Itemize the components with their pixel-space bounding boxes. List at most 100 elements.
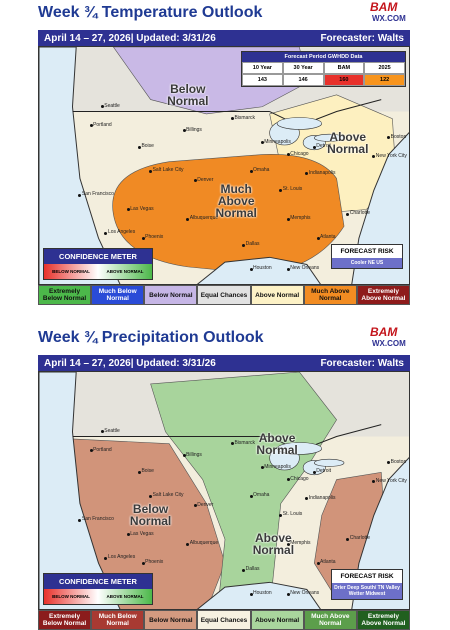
forecast-risk-text: Cooler NE US bbox=[332, 258, 402, 268]
table-cell: BAM bbox=[323, 62, 365, 74]
city-dot bbox=[316, 561, 320, 565]
panel: Week ¾ Precipitation Outlook BAM WX.COM Apr… bbox=[0, 325, 450, 630]
city-label: Memphis bbox=[290, 215, 311, 222]
city-dot bbox=[230, 442, 234, 446]
city-label: Chicago bbox=[290, 475, 309, 482]
forecast-risk-text: Drier Deep South/ TN Valley Wetter Midwe… bbox=[332, 583, 402, 599]
table-cell: 30 Year bbox=[282, 62, 324, 74]
city-label: St. Louis bbox=[282, 186, 303, 193]
city-label: Dallas bbox=[245, 566, 260, 573]
city-label: Houston bbox=[253, 590, 272, 597]
city-dot bbox=[312, 470, 316, 474]
city-dot bbox=[149, 169, 153, 173]
dates: April 14 – 27, 2026| Updated: 3/31/26 bbox=[44, 32, 216, 44]
confidence-meter: CONFIDENCE METER BELOW NORMAL ABOVE NORMAL bbox=[43, 573, 153, 605]
city-dot bbox=[193, 179, 197, 183]
table-values: 143 146 160 122 bbox=[242, 74, 405, 86]
water bbox=[195, 257, 321, 284]
panel-title: Week ¾ Temperature Outlook bbox=[38, 4, 263, 21]
city-label: New York City bbox=[375, 477, 407, 484]
legend: Extremely Below Normal Much Below Normal B… bbox=[38, 285, 410, 305]
city-label: Detroit bbox=[316, 143, 331, 150]
city-dot bbox=[346, 537, 350, 541]
city-label: Salt Lake City bbox=[152, 492, 184, 499]
header-bar: April 14 – 27, 2026| Updated: 3/31/26 For… bbox=[38, 30, 410, 46]
city-label: Denver bbox=[197, 501, 214, 508]
city-dot bbox=[346, 212, 350, 216]
city-dot bbox=[182, 454, 186, 458]
forecaster: Forecaster: Walts bbox=[320, 357, 404, 369]
legend-item: Equal Chances bbox=[197, 610, 251, 630]
city-dot bbox=[141, 561, 145, 565]
city-label: Detroit bbox=[316, 468, 331, 475]
city-dot bbox=[104, 556, 108, 560]
confidence-label: ABOVE NORMAL bbox=[106, 594, 144, 599]
city-label: Omaha bbox=[253, 492, 270, 499]
region-label: Above Normal bbox=[252, 531, 295, 558]
city-dot bbox=[249, 267, 253, 271]
legend-item: Extremely Below Normal bbox=[38, 285, 92, 305]
forecast-risk: FORECAST RISK Cooler NE US bbox=[331, 244, 403, 269]
city-dot bbox=[230, 117, 234, 121]
confidence-label: BELOW NORMAL bbox=[52, 269, 90, 274]
legend-item: Extremely Above Normal bbox=[356, 285, 410, 305]
city-dot bbox=[89, 449, 93, 453]
table-title: Forecast Period GWHDD Data bbox=[242, 52, 405, 62]
city-dot bbox=[149, 494, 153, 498]
table-cell: 122 bbox=[364, 74, 405, 86]
city-label: Bismarck bbox=[234, 439, 255, 446]
city-dot bbox=[387, 136, 391, 140]
city-label: Minneapolis bbox=[264, 138, 291, 145]
city-dot bbox=[182, 129, 186, 133]
city-dot bbox=[78, 518, 82, 522]
city-dot bbox=[89, 124, 93, 128]
logo-sub: WX.COM bbox=[372, 14, 406, 23]
city-label: Indianapolis bbox=[308, 494, 336, 501]
table-cell: 2025 bbox=[364, 62, 405, 74]
city-label: San Francisco bbox=[81, 516, 114, 523]
city-label: Portland bbox=[93, 446, 112, 453]
city-label: Las Vegas bbox=[130, 530, 154, 537]
city-dot bbox=[186, 217, 190, 221]
table-header: 10 Year 30 Year BAM 2025 bbox=[242, 62, 405, 74]
city-dot bbox=[279, 188, 283, 192]
city-label: Albuquerque bbox=[189, 540, 219, 547]
legend: Extremely Below Normal Much Below Normal B… bbox=[38, 610, 410, 630]
city-label: Portland bbox=[93, 121, 112, 128]
confidence-title: CONFIDENCE METER bbox=[44, 249, 152, 264]
legend-item: Below Normal bbox=[144, 610, 198, 630]
water bbox=[39, 372, 121, 609]
panel: Week ¾ Temperature Outlook BAM WX.COM April… bbox=[0, 0, 450, 305]
legend-item: Extremely Above Normal bbox=[356, 610, 410, 630]
city-label: Dallas bbox=[245, 241, 260, 248]
city-label: Albuquerque bbox=[189, 215, 219, 222]
city-label: Omaha bbox=[253, 167, 270, 174]
city-label: St. Louis bbox=[282, 511, 303, 518]
table-cell: 143 bbox=[242, 74, 283, 86]
logo: BAM bbox=[370, 325, 398, 339]
city-label: Minneapolis bbox=[264, 463, 291, 470]
table-cell: 160 bbox=[323, 74, 365, 86]
city-dot bbox=[372, 155, 376, 159]
confidence-scale: BELOW NORMAL ABOVE NORMAL bbox=[44, 589, 152, 604]
city-dot bbox=[249, 494, 253, 498]
city-label: Seattle bbox=[104, 102, 120, 109]
legend-item: Equal Chances bbox=[197, 285, 251, 305]
dates: April 14 – 27, 2026| Updated: 3/31/26 bbox=[44, 357, 216, 369]
city-label: Seattle bbox=[104, 427, 120, 434]
city-dot bbox=[286, 267, 290, 271]
city-label: Boston bbox=[390, 458, 407, 465]
border bbox=[72, 425, 381, 451]
city-label: Los Angeles bbox=[107, 229, 136, 236]
logo: BAM bbox=[370, 0, 398, 14]
city-dot bbox=[312, 145, 316, 149]
city-dot bbox=[100, 105, 104, 109]
legend-item: Much Above Normal bbox=[303, 610, 357, 630]
city-label: New York City bbox=[375, 152, 407, 159]
forecast-risk-title: FORECAST RISK bbox=[340, 573, 394, 580]
city-label: Boise bbox=[141, 468, 154, 475]
city-label: Salt Lake City bbox=[152, 167, 184, 174]
lake bbox=[314, 459, 344, 466]
region-label: Below Normal bbox=[129, 502, 172, 529]
